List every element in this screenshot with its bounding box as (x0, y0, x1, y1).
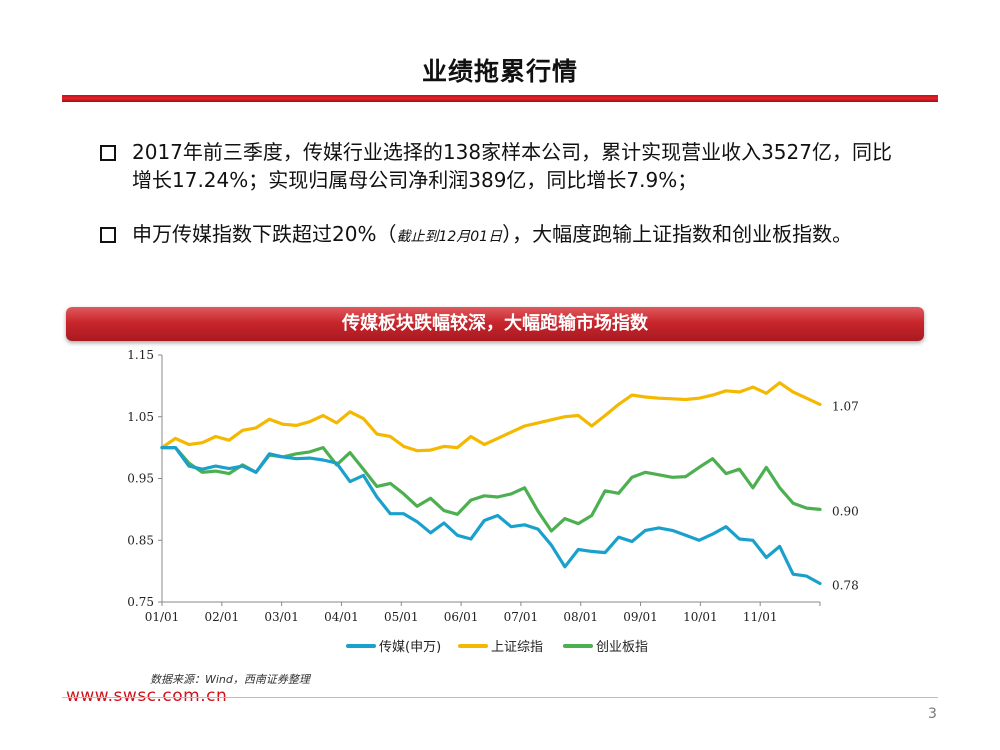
line-chart: 0.75 0.85 0.95 1.05 1.15 01/01 02/01 03/01 04/01… (127, 348, 859, 655)
date-note: 截止到12月01日 (396, 229, 503, 245)
bullet-text-2-start: 申万传媒指数下跌超过20%（ (132, 222, 397, 246)
chart-title-banner: 传媒板块跌幅较深，大幅跑输市场指数 (66, 307, 924, 341)
y-tick-label-0: 0.75 (127, 595, 154, 609)
bullet-text-2-end: ），大幅度跑输上证指数和创业板指数。 (502, 222, 853, 246)
checkbox-bullet-icon (100, 227, 116, 243)
x-tick-label-1: 02/01 (205, 610, 240, 624)
x-tick-label-2: 03/01 (264, 610, 299, 624)
x-tick-label-0: 01/01 (145, 610, 180, 624)
legend-label-1: 上证综指 (491, 640, 543, 655)
x-tick-label-8: 09/01 (623, 610, 658, 624)
legend-label-2: 创业板指 (596, 640, 648, 655)
series-line-1 (160, 381, 822, 453)
legend-label-0: 传媒(申万) (379, 640, 441, 655)
series-line-0 (160, 445, 822, 586)
y-tick-label-2: 0.95 (127, 472, 154, 486)
y-tick-label-3: 1.05 (127, 410, 154, 424)
x-tick-label-5: 06/01 (444, 610, 479, 624)
end-value-label-1: 1.07 (832, 399, 859, 413)
footer-divider (62, 697, 938, 698)
end-value-label-0: 0.78 (832, 578, 859, 592)
x-tick-label-6: 07/01 (504, 610, 539, 624)
slide-title: 业绩拖累行情 (421, 57, 578, 86)
title-divider (62, 95, 938, 102)
company-url[interactable]: www.swsc.com.cn (66, 686, 228, 706)
y-tick-label-4: 1.15 (127, 348, 154, 362)
bullet-text-1: 2017年前三季度，传媒行业选择的138家样本公司，累计实现营业收入3527亿，… (132, 140, 892, 192)
x-tick-label-10: 11/01 (743, 610, 778, 624)
checkbox-bullet-icon (100, 145, 116, 161)
bullet-text-2: 申万传媒指数下跌超过20%（截止到12月01日），大幅度跑输上证指数和创业板指数… (132, 220, 892, 251)
data-source-note: 数据来源：Wind，西南证券整理 (150, 673, 310, 686)
x-tick-label-7: 08/01 (563, 610, 598, 624)
y-tick-label-1: 0.85 (127, 533, 154, 547)
x-tick-label-9: 10/01 (683, 610, 718, 624)
x-tick-label-3: 04/01 (324, 610, 359, 624)
x-tick-label-4: 05/01 (384, 610, 419, 624)
end-value-label-2: 0.90 (832, 504, 859, 518)
page-number: 3 (928, 706, 937, 722)
